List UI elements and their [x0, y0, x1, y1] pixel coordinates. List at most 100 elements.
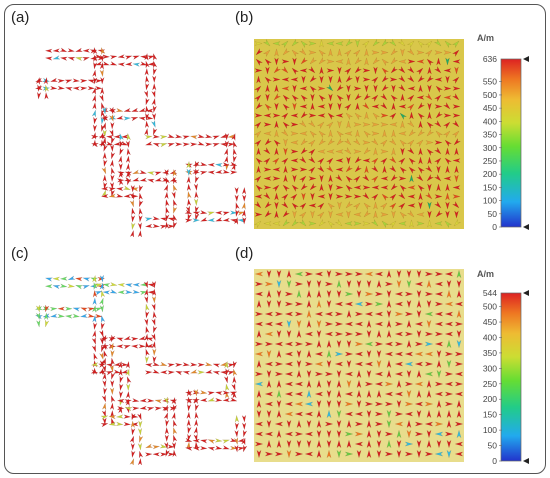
field-arrow — [314, 351, 324, 357]
field-arrow — [374, 421, 384, 427]
field-arrow — [214, 163, 223, 168]
field-arrow — [306, 319, 312, 329]
field-arrow — [396, 279, 402, 289]
field-arrow — [153, 325, 158, 334]
field-arrow — [262, 39, 271, 47]
field-arrow — [138, 214, 143, 223]
field-arrow — [254, 321, 264, 327]
field-arrow — [229, 161, 238, 166]
field-arrow — [361, 173, 370, 182]
field-arrow — [144, 141, 154, 146]
field-arrow — [110, 379, 115, 388]
field-arrow — [254, 194, 263, 199]
field-arrow — [145, 343, 154, 348]
field-arrow — [346, 57, 351, 66]
field-arrow — [144, 223, 153, 228]
field-arrow — [386, 419, 392, 429]
field-arrow — [309, 182, 318, 191]
field-arrow — [256, 449, 262, 459]
field-arrow — [159, 452, 168, 457]
field-arrow — [145, 105, 150, 114]
field-arrow — [418, 156, 423, 165]
figure-frame: (a) (b) (c) (d) A/m 636 550 500 450 400 350 30… — [4, 4, 546, 474]
field-arrow — [381, 67, 390, 76]
field-arrow — [362, 68, 371, 73]
field-arrow — [380, 185, 389, 190]
field-arrow — [394, 341, 404, 347]
field-arrow — [91, 86, 96, 96]
field-arrow — [414, 361, 424, 367]
field-arrow — [122, 185, 131, 191]
field-arrow — [118, 368, 123, 377]
field-arrow — [304, 411, 314, 417]
pattern-field-d — [254, 269, 464, 462]
field-arrow — [414, 281, 424, 287]
field-arrow — [137, 457, 143, 465]
field-arrow — [306, 439, 312, 449]
field-arrow — [144, 363, 153, 368]
field-arrow — [326, 299, 332, 309]
field-arrow — [186, 396, 192, 405]
field-arrow — [404, 441, 414, 447]
field-arrow — [416, 212, 425, 217]
field-arrow — [366, 349, 372, 359]
field-arrow — [373, 201, 378, 210]
field-arrow — [396, 429, 402, 439]
field-arrow — [36, 319, 41, 328]
field-arrow — [143, 280, 148, 289]
field-arrow — [144, 52, 149, 61]
field-arrow — [143, 89, 148, 99]
field-arrow — [110, 334, 116, 343]
colorbar-tick-label: 0 — [492, 456, 497, 466]
field-arrow — [59, 56, 68, 61]
field-arrow — [306, 419, 312, 429]
field-arrow — [388, 220, 397, 229]
field-arrow — [274, 102, 279, 111]
field-arrow — [174, 134, 183, 139]
field-arrow — [229, 437, 238, 442]
field-arrow — [130, 336, 139, 342]
field-arrow — [397, 39, 406, 47]
field-arrow — [272, 41, 281, 46]
field-arrow — [407, 194, 416, 199]
field-arrow — [109, 409, 115, 418]
field-arrow — [109, 387, 115, 396]
field-arrow — [131, 177, 141, 182]
field-arrow — [353, 221, 362, 226]
field-arrow — [166, 143, 176, 148]
field-arrow — [434, 311, 444, 317]
field-arrow — [454, 441, 464, 447]
field-arrow — [138, 116, 147, 121]
field-arrow — [241, 422, 247, 431]
field-arrow — [316, 157, 325, 166]
field-arrow — [108, 415, 117, 420]
field-arrow — [122, 345, 132, 350]
field-arrow — [265, 66, 270, 75]
field-arrow — [93, 322, 98, 331]
field-arrow — [286, 279, 292, 289]
field-arrow — [173, 205, 178, 215]
field-arrow — [445, 210, 450, 219]
field-arrow — [319, 174, 324, 183]
field-arrow — [256, 409, 262, 419]
field-arrow — [167, 363, 176, 368]
field-arrow — [456, 269, 462, 279]
field-arrow — [381, 74, 390, 83]
field-arrow — [223, 147, 228, 157]
field-arrow — [324, 331, 334, 337]
field-arrow — [319, 66, 324, 75]
field-arrow — [266, 299, 272, 309]
field-arrow — [386, 439, 392, 449]
field-arrow — [310, 102, 315, 111]
field-arrow — [264, 209, 273, 218]
field-arrow — [137, 442, 143, 451]
field-arrow — [110, 394, 116, 404]
field-arrow — [324, 321, 334, 327]
field-arrow — [318, 49, 327, 58]
field-arrow — [399, 166, 408, 175]
field-arrow — [379, 202, 388, 211]
field-arrow — [115, 421, 124, 426]
field-arrow — [433, 119, 442, 128]
field-arrow — [199, 170, 208, 176]
field-arrow — [139, 290, 148, 296]
